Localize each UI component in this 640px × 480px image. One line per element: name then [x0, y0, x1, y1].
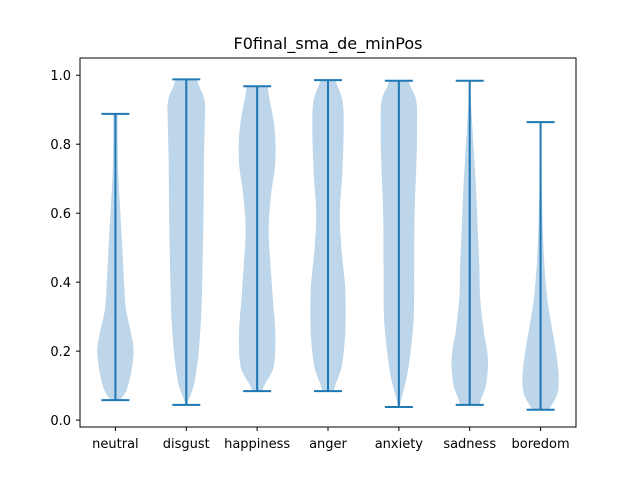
plot-area-frame: [79, 57, 577, 428]
violin-bodies: [97, 78, 559, 411]
y-tick-label: 0.6: [50, 207, 71, 222]
y-tick-label: 0.2: [50, 345, 71, 360]
y-tick-label: 0.4: [50, 276, 71, 291]
x-tick-label-anxiety: anxiety: [375, 437, 424, 452]
x-axis-ticks: neutral disgust happiness anger anxiety sadne…: [92, 427, 570, 452]
x-tick-label-neutral: neutral: [92, 437, 139, 452]
x-tick-label-disgust: disgust: [163, 437, 210, 452]
y-axis-ticks: 0.0 0.2 0.4 0.6 0.8 1.0: [50, 69, 80, 429]
x-tick-label-boredom: boredom: [512, 437, 570, 452]
y-tick-label: 1.0: [50, 69, 71, 84]
y-tick-label: 0.8: [50, 138, 71, 153]
x-tick-label-anger: anger: [309, 437, 347, 452]
x-tick-label-sadness: sadness: [443, 437, 496, 452]
x-tick-label-happiness: happiness: [224, 437, 290, 452]
chart-title: F0final_sma_de_minPos: [234, 34, 423, 54]
y-tick-label: 0.0: [50, 414, 71, 429]
